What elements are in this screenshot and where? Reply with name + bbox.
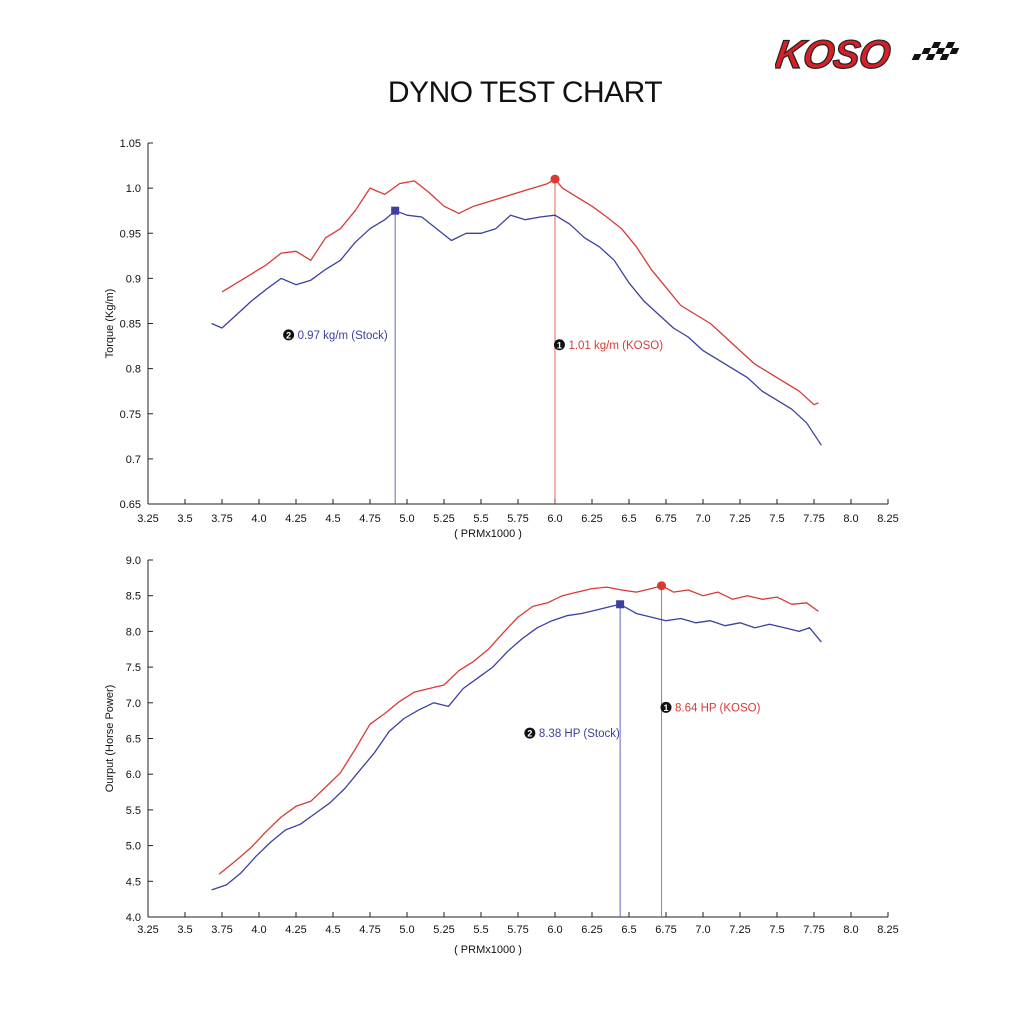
annotation-number: 1 [663, 703, 668, 713]
x-tick-label: 3.5 [177, 924, 192, 936]
stock-annotation-label: 0.97 kg/m (Stock) [298, 330, 388, 342]
annotation-badge [553, 339, 565, 351]
x-tick-label: 5.0 [399, 513, 414, 525]
x-tick-label: 3.75 [211, 513, 232, 525]
y-tick-label: 1.0 [126, 183, 141, 195]
stock-annotation-label: 8.38 HP (Stock) [539, 728, 620, 740]
x-tick-label: 3.75 [211, 924, 232, 936]
y-tick-label: 4.5 [126, 876, 141, 888]
x-tick-label: 5.5 [473, 924, 488, 936]
y-tick-label: 0.85 [120, 319, 141, 331]
x-tick-label: 4.75 [359, 513, 380, 525]
x-tick-label: 5.75 [507, 513, 528, 525]
x-tick-label: 4.0 [251, 924, 266, 936]
y-tick-label: 0.9 [126, 273, 141, 285]
x-tick-label: 7.0 [695, 924, 710, 936]
stock-series-line [211, 603, 822, 891]
y-tick-label: 0.75 [120, 409, 141, 421]
x-tick-label: 4.5 [325, 924, 340, 936]
x-tick-label: 6.0 [547, 924, 562, 936]
x-tick-label: 6.0 [547, 513, 562, 525]
y-tick-label: 6.0 [126, 769, 141, 781]
y-tick-label: 6.5 [126, 734, 141, 746]
x-tick-label: 5.5 [473, 513, 488, 525]
y-tick-label: 9.0 [126, 555, 141, 567]
x-tick-label: 5.0 [399, 924, 414, 936]
x-tick-label: 6.5 [621, 924, 636, 936]
x-tick-label: 7.75 [803, 924, 824, 936]
x-tick-label: 7.75 [803, 513, 824, 525]
y-tick-label: 5.5 [126, 805, 141, 817]
x-tick-label: 7.5 [769, 924, 784, 936]
x-tick-label: 5.25 [433, 924, 454, 936]
x-tick-label: 8.0 [843, 924, 858, 936]
y-tick-label: 0.8 [126, 364, 141, 376]
page-title: DYNO TEST CHART [387, 76, 663, 109]
x-tick-label: 6.25 [581, 513, 602, 525]
x-tick-label: 3.25 [137, 513, 158, 525]
x-tick-label: 8.0 [843, 513, 858, 525]
y-tick-label: 8.0 [126, 626, 141, 638]
chart-1: 0.65 0.7 0.75 0.8 0.85 0.9 0.95 1.0 1.05 3.25 3.5 3… [104, 138, 899, 540]
y-tick-label: 7.0 [126, 698, 141, 710]
y-tick-label: 4.0 [126, 912, 141, 924]
y-tick-label: 0.95 [120, 228, 141, 240]
y-tick-label: 8.5 [126, 591, 141, 603]
y-axis-label: Torque (Kg/m) [104, 289, 116, 359]
koso-series-line [218, 585, 819, 875]
annotation-badge [524, 727, 536, 739]
y-axis-label: Ourput (Horse Power) [104, 685, 116, 793]
annotation-badge [660, 701, 672, 713]
koso-series-line [221, 178, 819, 406]
x-tick-label: 7.25 [729, 924, 750, 936]
x-tick-label: 3.25 [137, 924, 158, 936]
stock-series-line [211, 210, 822, 446]
annotation-number: 2 [286, 330, 291, 340]
x-tick-label: 6.25 [581, 924, 602, 936]
y-tick-label: 7.5 [126, 662, 141, 674]
x-tick-label: 6.75 [655, 924, 676, 936]
x-tick-label: 7.5 [769, 513, 784, 525]
annotation-number: 1 [557, 340, 562, 350]
koso-annotation-label: 1.01 kg/m (KOSO) [568, 340, 663, 352]
y-tick-label: 0.65 [120, 499, 141, 511]
x-tick-label: 6.5 [621, 513, 636, 525]
koso-logo: KOSO [772, 30, 995, 80]
stock-peak-marker [391, 206, 400, 215]
x-tick-label: 7.0 [695, 513, 710, 525]
x-tick-label: 4.0 [251, 513, 266, 525]
x-tick-label: 4.25 [285, 513, 306, 525]
x-tick-label: 3.5 [177, 513, 192, 525]
x-tick-label: 6.75 [655, 513, 676, 525]
x-axis-label: ( PRMx1000 ) [454, 528, 522, 540]
y-tick-label: 5.0 [126, 841, 141, 853]
x-tick-label: 5.25 [433, 513, 454, 525]
x-tick-label: 8.25 [877, 924, 898, 936]
annotation-number: 2 [527, 729, 532, 739]
annotation-badge [283, 329, 295, 341]
x-tick-label: 7.25 [729, 513, 750, 525]
x-tick-label: 5.75 [507, 924, 528, 936]
x-tick-label: 4.5 [325, 513, 340, 525]
koso-peak-marker [550, 174, 560, 184]
stock-peak-marker [616, 600, 625, 609]
koso-peak-marker [657, 581, 667, 591]
logo-wordmark: KOSO [775, 32, 893, 77]
koso-annotation-label: 8.64 HP (KOSO) [675, 702, 761, 714]
chart-2: 4.0 4.5 5.0 5.5 6.0 6.5 7.0 7.5 8.0 8.5 9.0 3.25 3.5… [104, 555, 899, 956]
y-tick-label: 1.05 [120, 138, 141, 150]
y-tick-label: 0.7 [126, 454, 141, 466]
x-tick-label: 4.75 [359, 924, 380, 936]
x-tick-label: 8.25 [877, 513, 898, 525]
x-axis-label: ( PRMx1000 ) [454, 944, 522, 956]
checkered-flag-icon [911, 42, 960, 60]
x-tick-label: 4.25 [285, 924, 306, 936]
koso-logo-graphic: KOSO [772, 32, 960, 78]
